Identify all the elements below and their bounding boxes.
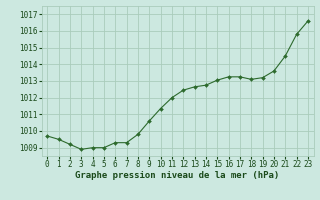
X-axis label: Graphe pression niveau de la mer (hPa): Graphe pression niveau de la mer (hPa)	[76, 171, 280, 180]
